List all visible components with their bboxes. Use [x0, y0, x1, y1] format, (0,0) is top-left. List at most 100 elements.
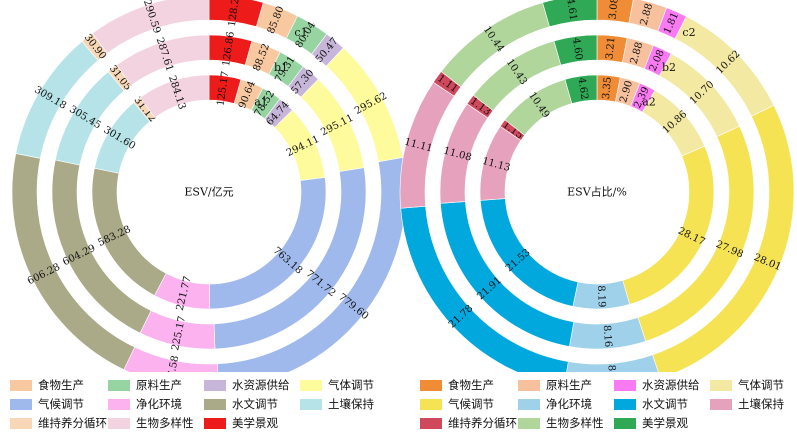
legend-item: 气候调节 — [420, 397, 494, 411]
legend-label: 水资源供给 — [232, 378, 290, 392]
segment-label: 4.60 — [570, 37, 584, 61]
ring-name: a2 — [642, 95, 656, 108]
legend-label: 净化环境 — [546, 397, 592, 411]
legend-swatch — [420, 398, 442, 410]
legend-label: 水文调节 — [232, 397, 278, 411]
segment-label: 3.35 — [601, 76, 614, 99]
legend-item: 原料生产 — [518, 378, 592, 392]
legend-swatch — [204, 398, 226, 410]
legend-item: 原料生产 — [108, 378, 182, 392]
segment-label: 8.18 — [605, 364, 618, 372]
legend-item: 食物生产 — [420, 378, 494, 392]
legend-item: 食物生产 — [10, 378, 84, 392]
segment-a1-11 — [139, 74, 210, 119]
legend-item: 气体调节 — [300, 378, 374, 392]
legend-swatch — [518, 417, 540, 429]
legend-item: 美学景观 — [614, 416, 688, 430]
donut-chart-1: 125.17 90.6478.5264.74294.11763.18221.775… — [11, 0, 407, 372]
segment-b1-11 — [116, 34, 210, 86]
segment-c2-11 — [542, 0, 598, 28]
legend-item: 水资源供给 — [204, 378, 290, 392]
legend-swatch — [300, 379, 322, 391]
legend-item: 土壤保持 — [710, 397, 784, 411]
legend-label: 气候调节 — [38, 397, 84, 411]
legend-label: 原料生产 — [546, 378, 592, 392]
legend-label: 气候调节 — [448, 397, 494, 411]
legend-item: 维持养分循环 — [420, 416, 517, 430]
legend-item: 净化环境 — [108, 397, 182, 411]
segment-c1-6 — [217, 157, 407, 372]
center-label: ESV/亿元 — [184, 186, 233, 199]
legend-label: 土壤保持 — [328, 397, 374, 411]
ring-name: b1 — [274, 61, 288, 74]
segment-a2-11 — [564, 74, 598, 104]
legend-label: 美学景观 — [642, 416, 688, 430]
legend-left: 食物生产 原料生产 水资源供给 气体调节气候调节 净化环境 水文调节 土壤保持维持养分循环 生… — [10, 378, 390, 434]
legend-swatch — [10, 398, 32, 410]
legend-swatch — [614, 379, 636, 391]
segment-c1-11 — [92, 0, 210, 54]
segment-label: 125.17 — [216, 70, 232, 106]
ring-name: a1 — [254, 95, 268, 108]
legend-swatch — [420, 379, 442, 391]
legend-item: 维持养分循环 — [10, 416, 107, 430]
legend-label: 食物生产 — [448, 378, 494, 392]
legend-swatch — [710, 398, 732, 410]
legend-label: 维持养分循环 — [38, 416, 107, 430]
donut-chart-2: 3.35 2.902.3910.8628.178.1921.5311.131.15… — [399, 0, 795, 372]
ring-name: c2 — [682, 26, 695, 39]
segment-label: 3.21 — [604, 37, 617, 60]
legend-swatch — [108, 379, 130, 391]
donut-charts: 125.17 90.6478.5264.74294.11763.18221.775… — [11, 0, 795, 372]
legend-label: 生物多样性 — [136, 416, 194, 430]
legend-label: 净化环境 — [136, 397, 182, 411]
segment-label: 4.61 — [564, 0, 578, 21]
legend-label: 气体调节 — [328, 378, 374, 392]
legend-label: 水资源供给 — [642, 378, 700, 392]
legend-label: 原料生产 — [136, 378, 182, 392]
legend-label: 生物多样性 — [546, 416, 604, 430]
legend-swatch — [204, 379, 226, 391]
segment-c2-5 — [652, 104, 795, 372]
legend-swatch — [108, 398, 130, 410]
legend-label: 气体调节 — [738, 378, 784, 392]
legend-item: 水文调节 — [614, 397, 688, 411]
legend-swatch — [10, 379, 32, 391]
segment-label: 128.20 — [227, 0, 243, 27]
legend-item: 水文调节 — [204, 397, 278, 411]
legend-swatch — [204, 417, 226, 429]
legend-label: 水文调节 — [642, 397, 688, 411]
segment-label: 126.86 — [221, 31, 237, 67]
segment-b2-11 — [553, 34, 598, 66]
legend-label: 维持养分循环 — [448, 416, 517, 430]
segment-c2-6 — [566, 354, 659, 372]
legend-label: 土壤保持 — [738, 397, 784, 411]
segment-label: 8.16 — [601, 325, 614, 348]
legend-item: 土壤保持 — [300, 397, 374, 411]
legend-swatch — [614, 398, 636, 410]
legend-item: 生物多样性 — [518, 416, 604, 430]
legend-item: 水资源供给 — [614, 378, 700, 392]
legend-label: 美学景观 — [232, 416, 278, 430]
segment-label: 8.19 — [595, 285, 607, 308]
legend-right: 食物生产 原料生产 水资源供给 气体调节气候调节 净化环境 水文调节 土壤保持维持养分循环 生… — [420, 378, 797, 434]
ring-name: b2 — [662, 61, 676, 74]
legend-swatch — [518, 398, 540, 410]
segment-label: 4.62 — [576, 77, 590, 101]
legend-item: 净化环境 — [518, 397, 592, 411]
legend-swatch — [300, 398, 322, 410]
legend-item: 生物多样性 — [108, 416, 194, 430]
legend-label: 食物生产 — [38, 378, 84, 392]
legend-item: 气体调节 — [710, 378, 784, 392]
legend-swatch — [10, 417, 32, 429]
legend-item: 美学景观 — [204, 416, 278, 430]
legend-swatch — [614, 417, 636, 429]
legend-swatch — [710, 379, 732, 391]
legend-swatch — [108, 417, 130, 429]
segment-label: 3.08 — [608, 0, 621, 20]
legend-swatch — [420, 417, 442, 429]
center-label: ESV占比/% — [567, 185, 627, 199]
legend-item: 气候调节 — [10, 397, 84, 411]
legend-swatch — [518, 379, 540, 391]
